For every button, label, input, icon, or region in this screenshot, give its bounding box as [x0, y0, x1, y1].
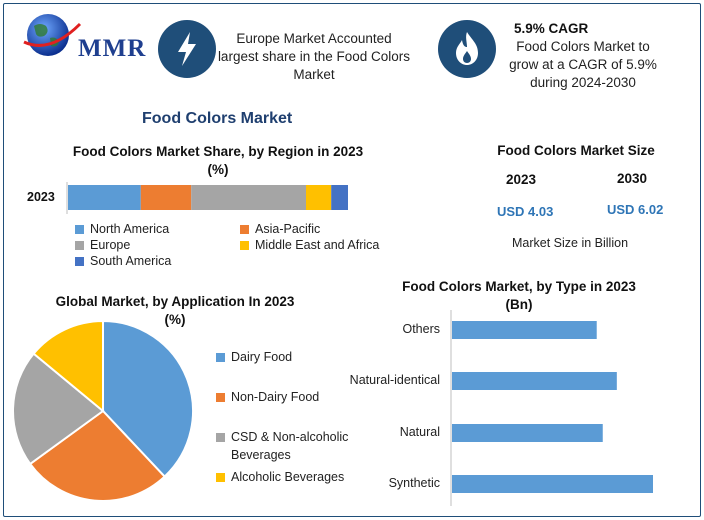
legend-label: Europe: [90, 238, 131, 252]
legend-swatch: [75, 256, 84, 266]
application-chart-title-line: Global Market, by Application In 2023: [55, 294, 295, 309]
cagr-badge: [438, 20, 496, 78]
type-bar: [452, 321, 597, 339]
type-category-label: Natural-identical: [349, 373, 440, 387]
type-bar: [452, 424, 603, 442]
highlight-line: largest share in the Food Colors: [217, 49, 411, 64]
legend-swatch: [240, 224, 249, 234]
legend-label: Asia-Pacific: [255, 222, 321, 236]
flame-icon: [456, 32, 478, 65]
application-pie-chart: [12, 319, 194, 502]
market-size-value-2030: USD 6.02: [607, 202, 664, 217]
type-category-label: Natural: [399, 425, 440, 439]
market-size-year-2030: 2030: [617, 171, 648, 186]
cagr-heading: 5.9% CAGR: [514, 21, 589, 36]
legend-item-dairy-food: Dairy Food: [216, 348, 292, 366]
market-size-value-2023: USD 4.03: [497, 204, 554, 219]
pie-slice: [102, 319, 194, 479]
market-size-unit-text: Market Size in Billion: [512, 236, 629, 250]
region-category-label: 2023: [27, 190, 55, 204]
market-size-title: Food Colors Market Size: [497, 143, 655, 158]
highlight-badge: [158, 20, 216, 78]
type-bar-chart: Others Natural-identical Natural Synthet…: [320, 310, 690, 510]
logo-text: MMR: [78, 35, 147, 62]
legend-swatch: [240, 240, 249, 250]
legend-item-middle-east-africa: Middle East and Africa: [240, 238, 405, 252]
region-bar-segment: [68, 185, 141, 210]
legend-item-asia-pacific: Asia-Pacific: [240, 222, 405, 236]
legend-swatch: [75, 224, 84, 234]
cagr-text: Food Colors Market to grow at a CAGR of …: [498, 38, 668, 92]
highlight-line: Europe Market Accounted: [236, 31, 392, 46]
legend-label: Dairy Food: [231, 350, 293, 364]
legend-item-europe: Europe: [75, 238, 240, 252]
pie-slice: [32, 319, 104, 414]
market-size-year-2023: 2023: [506, 172, 537, 187]
region-chart-title-line: Food Colors Market Share, by Region in 2…: [72, 144, 364, 159]
highlight-line: Market: [293, 67, 335, 82]
legend-item-non-dairy-food: Non-Dairy Food: [216, 388, 319, 406]
legend-label: North America: [90, 222, 170, 236]
legend-swatch: [75, 240, 84, 250]
region-chart-title: Food Colors Market Share, by Region in 2…: [58, 143, 378, 179]
main-title: Food Colors Market: [142, 110, 293, 127]
region-stacked-bar-chart: [66, 182, 348, 214]
type-chart-title: Food Colors Market, by Type in 2023 (Bn): [392, 278, 646, 314]
region-legend: North America Asia-Pacific Europe Middle…: [75, 222, 405, 268]
type-bar-chart-plot: [450, 310, 653, 506]
application-chart-title: Global Market, by Application In 2023 (%…: [40, 293, 310, 329]
cagr-line: grow at a CAGR of 5.9%: [509, 57, 657, 72]
cagr-line: Food Colors Market to: [516, 39, 650, 54]
region-bar-segment: [306, 185, 332, 210]
market-size-unit-label: Market Size in Billion: [512, 236, 628, 250]
legend-swatch: [216, 392, 225, 402]
legend-label: CSD & Non-alcoholic Beverages: [231, 430, 349, 462]
region-bar-segment: [140, 185, 192, 210]
highlight-text: Europe Market Accounted largest share in…: [214, 30, 414, 84]
legend-item-north-america: North America: [75, 222, 240, 236]
cagr-line: during 2024-2030: [530, 75, 636, 90]
region-chart-subtitle: (%): [207, 162, 229, 177]
type-category-label: Others: [402, 322, 440, 336]
type-category-label: Synthetic: [388, 476, 440, 490]
region-bar-segment: [191, 185, 306, 210]
legend-label: Middle East and Africa: [255, 238, 380, 252]
type-bar: [452, 372, 617, 390]
legend-label: Alcoholic Beverages: [231, 470, 345, 484]
legend-swatch: [216, 352, 225, 362]
legend-label: South America: [90, 254, 172, 268]
legend-item-csd-beverages: CSD & Non-alcoholic Beverages: [216, 428, 366, 464]
infographic-frame: [3, 3, 701, 517]
legend-item-alcoholic-beverages: Alcoholic Beverages: [216, 468, 344, 486]
lightning-icon: [178, 32, 196, 66]
type-bar: [452, 475, 653, 493]
legend-item-south-america: South America: [75, 254, 240, 268]
legend-swatch: [216, 472, 225, 482]
pie-slice: [28, 409, 167, 502]
region-bar-segment: [331, 185, 348, 210]
type-chart-title-line: Food Colors Market, by Type in 2023: [402, 279, 636, 294]
pie-slice: [12, 352, 105, 466]
type-chart-subtitle: (Bn): [505, 297, 533, 312]
globe-logo-icon: [23, 14, 82, 56]
legend-label: Non-Dairy Food: [231, 390, 320, 404]
legend-swatch: [216, 433, 225, 442]
application-chart-subtitle: (%): [164, 312, 186, 327]
